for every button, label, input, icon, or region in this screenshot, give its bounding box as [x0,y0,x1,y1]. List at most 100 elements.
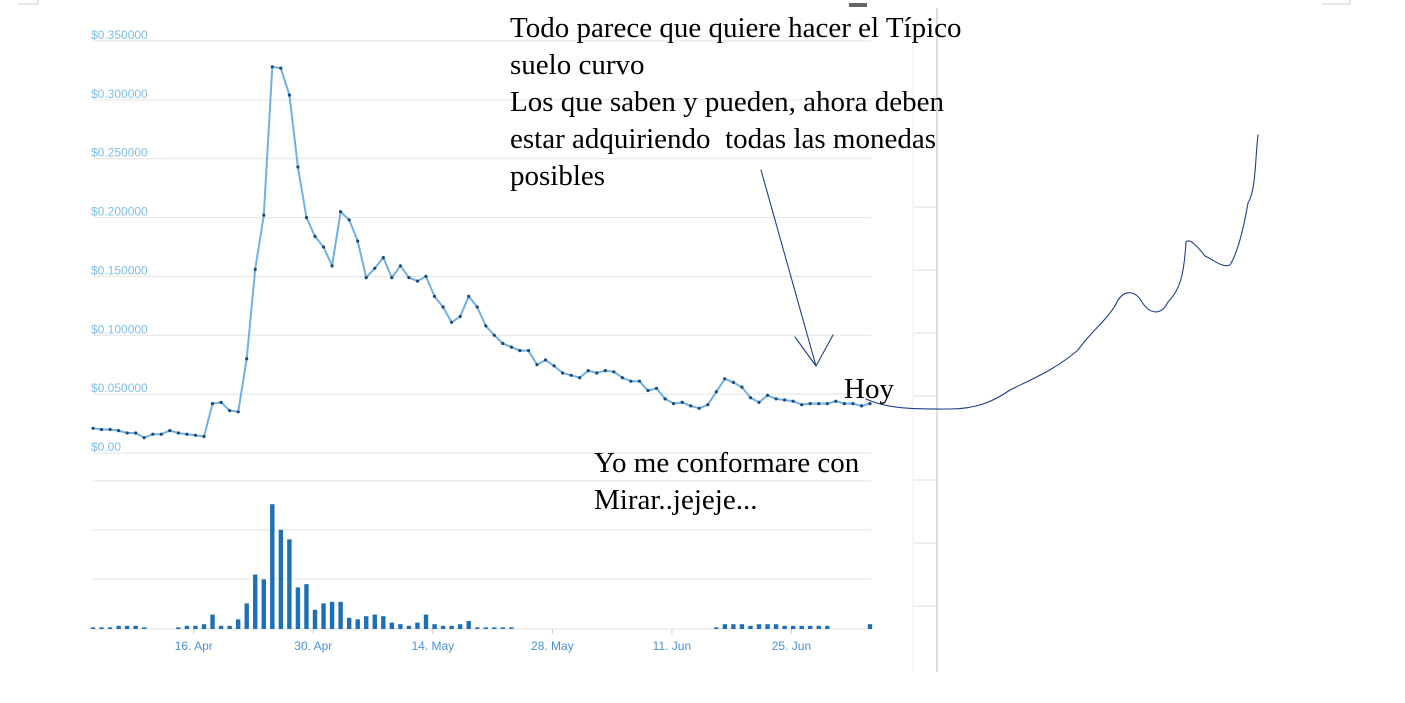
y-tick-label: $0.050000 [91,381,148,395]
price-point [569,373,573,377]
price-point [236,410,240,414]
price-point [99,427,104,432]
price-point [697,406,701,410]
price-point [714,390,718,394]
price-point [347,218,351,222]
price-point [859,404,864,408]
price-point [176,431,180,435]
volume-bar [99,627,104,629]
price-point [791,399,795,403]
volume-bar [765,624,770,629]
price-point [672,402,676,406]
price-point [731,380,736,384]
hand-drawn-annotations [760,134,1259,410]
price-point [800,403,804,407]
price-point [450,320,454,324]
price-point [757,400,761,404]
price-point [125,431,129,435]
price-point [783,398,787,402]
projected-curve [865,134,1259,410]
volume-bar [381,616,386,629]
price-point [287,93,291,97]
volume-bar [355,619,360,629]
volume-bar [176,627,181,629]
y-tick-label: $0.200000 [91,205,148,219]
price-point [654,386,659,390]
corner-mark-right [1322,0,1351,5]
volume-bar [440,625,446,629]
price-point [108,427,112,432]
background-decor [18,0,1351,672]
price-point [518,349,522,353]
price-point [706,403,710,407]
price-point [663,397,667,401]
price-point [390,276,394,280]
price-point [364,276,368,280]
x-tick-label: 14. May [411,639,454,653]
price-point [842,402,847,406]
annotation-bottom-note: Yo me conformare con Mirar..jejeje... [594,447,860,516]
y-tick-label: $0.100000 [91,322,148,336]
volume-bar [235,619,241,629]
arrow-pointer [760,169,834,367]
volume-bar [321,603,326,629]
x-tick-label: 16. Apr [175,639,213,653]
y-tick-label: $0.00 [91,440,121,454]
volume-bar [483,627,488,629]
price-series [92,65,871,439]
price-point [834,399,838,403]
volume-bar [466,621,471,629]
volume-bar [253,574,258,629]
price-point [552,364,556,368]
price-point [851,402,855,406]
price-point [578,376,582,380]
price-point [586,369,590,373]
volume-bar [389,622,395,629]
price-point [612,370,616,374]
volume-bar [227,625,232,629]
volume-bar [261,579,266,629]
price-point [595,371,599,375]
price-point [817,402,821,406]
price-gridlines [93,40,871,454]
price-point [748,396,753,400]
price-point [407,276,411,280]
price-points [91,65,872,440]
volume-bar [218,625,224,629]
x-tick-label: 28. May [531,639,574,653]
volume-bar [287,539,292,629]
volume-bar [398,624,403,629]
price-point [313,234,317,238]
price-point [535,363,539,367]
volume-bar [799,625,804,629]
annotation-hoy: Hoy [844,373,894,405]
volume-bar [201,624,207,629]
volume-bar [500,627,506,629]
price-point [825,402,829,406]
price-point [151,432,155,436]
volume-bar [142,627,147,629]
price-point [168,429,172,433]
price-point [765,393,770,397]
price-point [689,404,693,408]
price-point [228,409,232,413]
corner-mark-left [18,0,39,5]
price-point [620,376,625,380]
price-y-axis: $0.350000 $0.300000 $0.250000 $0.200000 $0.1… [91,28,148,454]
volume-bar [722,624,728,629]
price-point [356,239,360,243]
price-point [193,433,198,437]
price-point [279,66,283,70]
price-point [202,434,206,439]
volume-bar [278,529,284,629]
volume-bar [492,627,497,629]
y-tick-label: $0.150000 [91,263,148,277]
volume-bar [133,625,138,629]
price-point [526,349,531,353]
price-point [262,213,266,217]
price-point [603,369,607,373]
volume-bar [107,627,113,629]
volume-bar [364,616,369,629]
volume-bar [406,625,412,629]
